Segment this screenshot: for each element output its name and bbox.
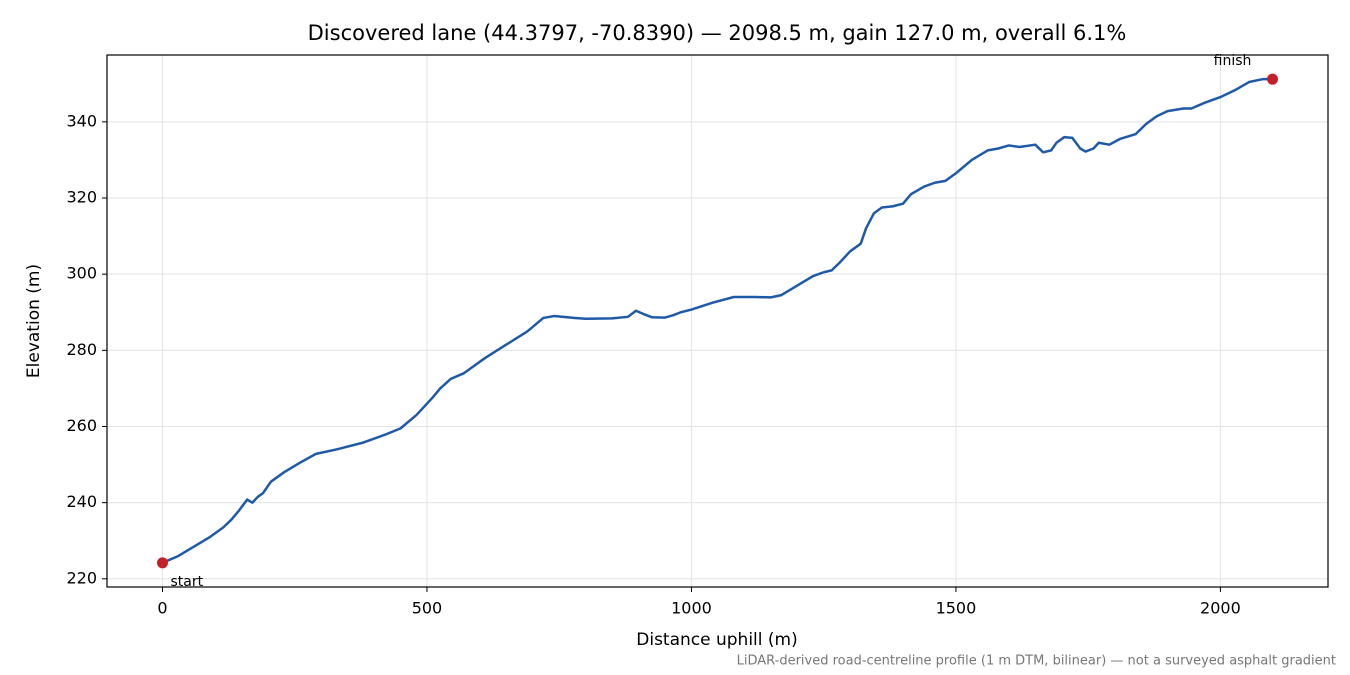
footnote: LiDAR-derived road-centreline profile (1…: [737, 654, 1336, 669]
y-tick-label: 300: [66, 264, 97, 283]
y-axis-label: Elevation (m): [24, 264, 44, 378]
x-axis-label: Distance uphill (m): [636, 630, 797, 650]
x-tick-label: 1500: [936, 599, 977, 618]
y-tick-label: 320: [66, 187, 97, 206]
endpoint-marker: [156, 557, 168, 569]
endpoint-marker: [1267, 73, 1279, 85]
plot-frame: [106, 54, 1329, 588]
y-tick-label: 340: [66, 111, 97, 130]
y-tick-label: 220: [66, 568, 97, 587]
endpoint-label: finish: [1214, 53, 1252, 69]
x-tick-label: 1000: [671, 599, 712, 618]
y-tick-label: 260: [66, 416, 97, 435]
x-tick-label: 0: [157, 599, 167, 618]
y-tick-label: 240: [66, 492, 97, 511]
x-tick-label: 500: [412, 599, 443, 618]
elevation-line: [161, 77, 1273, 564]
y-tick-label: 280: [66, 340, 97, 359]
endpoint-label: start: [170, 574, 203, 590]
x-tick-label: 2000: [1200, 599, 1241, 618]
chart-title: Discovered lane (44.3797, -70.8390) — 20…: [308, 21, 1127, 45]
